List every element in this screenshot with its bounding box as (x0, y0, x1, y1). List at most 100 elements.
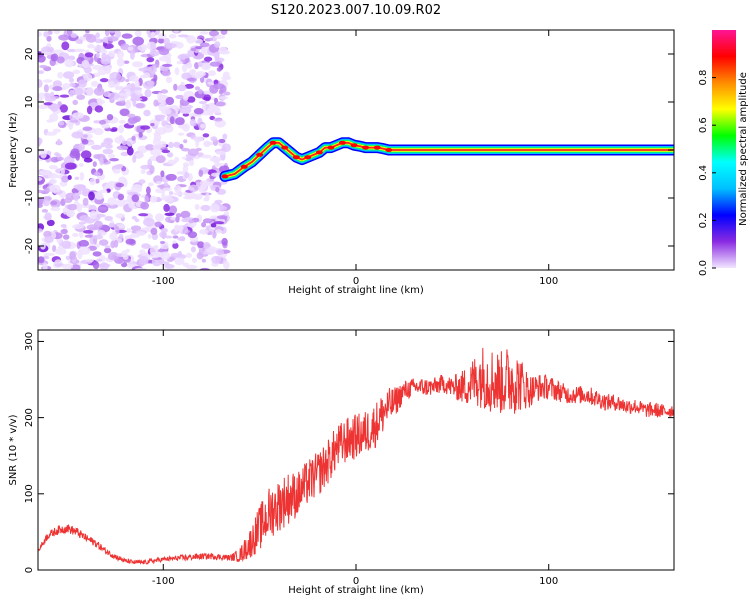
noise-blob (38, 79, 43, 88)
noise-blob (192, 193, 203, 199)
noise-blob (161, 149, 171, 154)
noise-blob (200, 204, 211, 212)
noise-blob (78, 163, 84, 167)
noise-blob (116, 224, 126, 228)
noise-blob (189, 159, 195, 167)
noise-blob (201, 221, 207, 228)
noise-blob (62, 234, 70, 240)
noise-blob (103, 247, 112, 254)
noise-blob (134, 218, 140, 223)
noise-blob (67, 203, 78, 211)
noise-blob (153, 99, 159, 107)
noise-blob (209, 30, 219, 37)
ridge-peak (221, 174, 229, 179)
noise-blob (104, 30, 110, 37)
noise-blob (42, 255, 50, 260)
noise-blob (66, 48, 77, 53)
noise-blob (42, 199, 50, 207)
noise-blob (43, 230, 52, 238)
noise-blob (173, 141, 181, 148)
colorbar-tick-label: 0.8 (698, 70, 709, 86)
noise-blob (52, 128, 62, 133)
noise-blob (153, 74, 158, 82)
noise-blob (59, 94, 70, 98)
noise-blob (78, 142, 85, 152)
noise-blob (116, 57, 125, 67)
noise-blob (223, 261, 230, 270)
noise-blob (150, 227, 158, 235)
noise-blob (125, 238, 136, 245)
noise-blob (100, 142, 106, 148)
noise-blob (88, 191, 95, 201)
noise-blob (207, 70, 216, 77)
noise-blob (218, 46, 228, 55)
noise-blob (64, 162, 77, 170)
noise-blob (90, 81, 99, 87)
noise-blob (84, 52, 94, 58)
noise-blob (82, 126, 93, 131)
noise-blob (45, 131, 58, 136)
noise-blob (182, 262, 190, 267)
noise-blob (140, 164, 151, 170)
noise-blob (50, 53, 59, 62)
noise-blob (188, 219, 195, 224)
noise-blob (177, 84, 187, 92)
noise-blob (131, 194, 140, 203)
noise-blob (149, 195, 158, 203)
noise-blob (134, 30, 142, 37)
noise-blob (91, 234, 104, 240)
noise-blob (148, 182, 154, 187)
noise-blob (104, 143, 113, 149)
ridge-peak (339, 140, 346, 145)
ridge-peak (373, 145, 381, 150)
snr-xlabel: Height of straight line (km) (288, 585, 424, 596)
noise-blob (199, 42, 210, 48)
noise-blob (222, 71, 230, 79)
noise-blob (44, 92, 51, 98)
noise-blob (165, 173, 177, 181)
noise-blob (192, 257, 197, 264)
noise-blob (154, 221, 163, 228)
snr-ytick-label: 100 (24, 484, 35, 503)
noise-blob (146, 57, 155, 63)
noise-blob (69, 77, 74, 83)
ridge-peak (292, 155, 300, 160)
noise-blob (38, 203, 43, 208)
noise-blob (174, 257, 185, 266)
noise-blob (108, 30, 117, 33)
noise-blob (66, 210, 74, 217)
noise-blob (89, 210, 98, 220)
noise-blob (178, 132, 185, 136)
noise-blob (140, 169, 146, 175)
noise-blob (189, 118, 197, 127)
noise-blob (215, 249, 225, 256)
noise-blob (132, 61, 144, 68)
noise-blob (144, 195, 149, 203)
noise-blob (83, 73, 93, 82)
noise-blob (167, 159, 177, 165)
noise-blob (194, 185, 198, 191)
noise-blob (38, 228, 44, 233)
noise-blob (210, 172, 221, 177)
noise-blob (40, 150, 47, 159)
snr-xtick-label: -100 (152, 576, 175, 587)
noise-blob (41, 209, 49, 213)
noise-blob (203, 94, 211, 102)
snr-panel: -100 0 100 0 100 200 300 Height of straight li… (8, 329, 675, 596)
ridge-peak (269, 140, 277, 145)
noise-blob (44, 212, 52, 221)
noise-blob (149, 30, 156, 33)
noise-blob (48, 184, 61, 193)
noise-blob (57, 101, 62, 107)
noise-blob (42, 263, 48, 270)
noise-blob (55, 248, 67, 255)
noise-blob (202, 62, 210, 70)
noise-blob (222, 133, 228, 140)
colorbar-tick-label: 0.6 (698, 117, 709, 133)
noise-blob (167, 152, 174, 158)
noise-blob (56, 138, 62, 146)
noise-blob (58, 120, 65, 126)
noise-blob (221, 237, 228, 246)
noise-blob (146, 80, 155, 87)
